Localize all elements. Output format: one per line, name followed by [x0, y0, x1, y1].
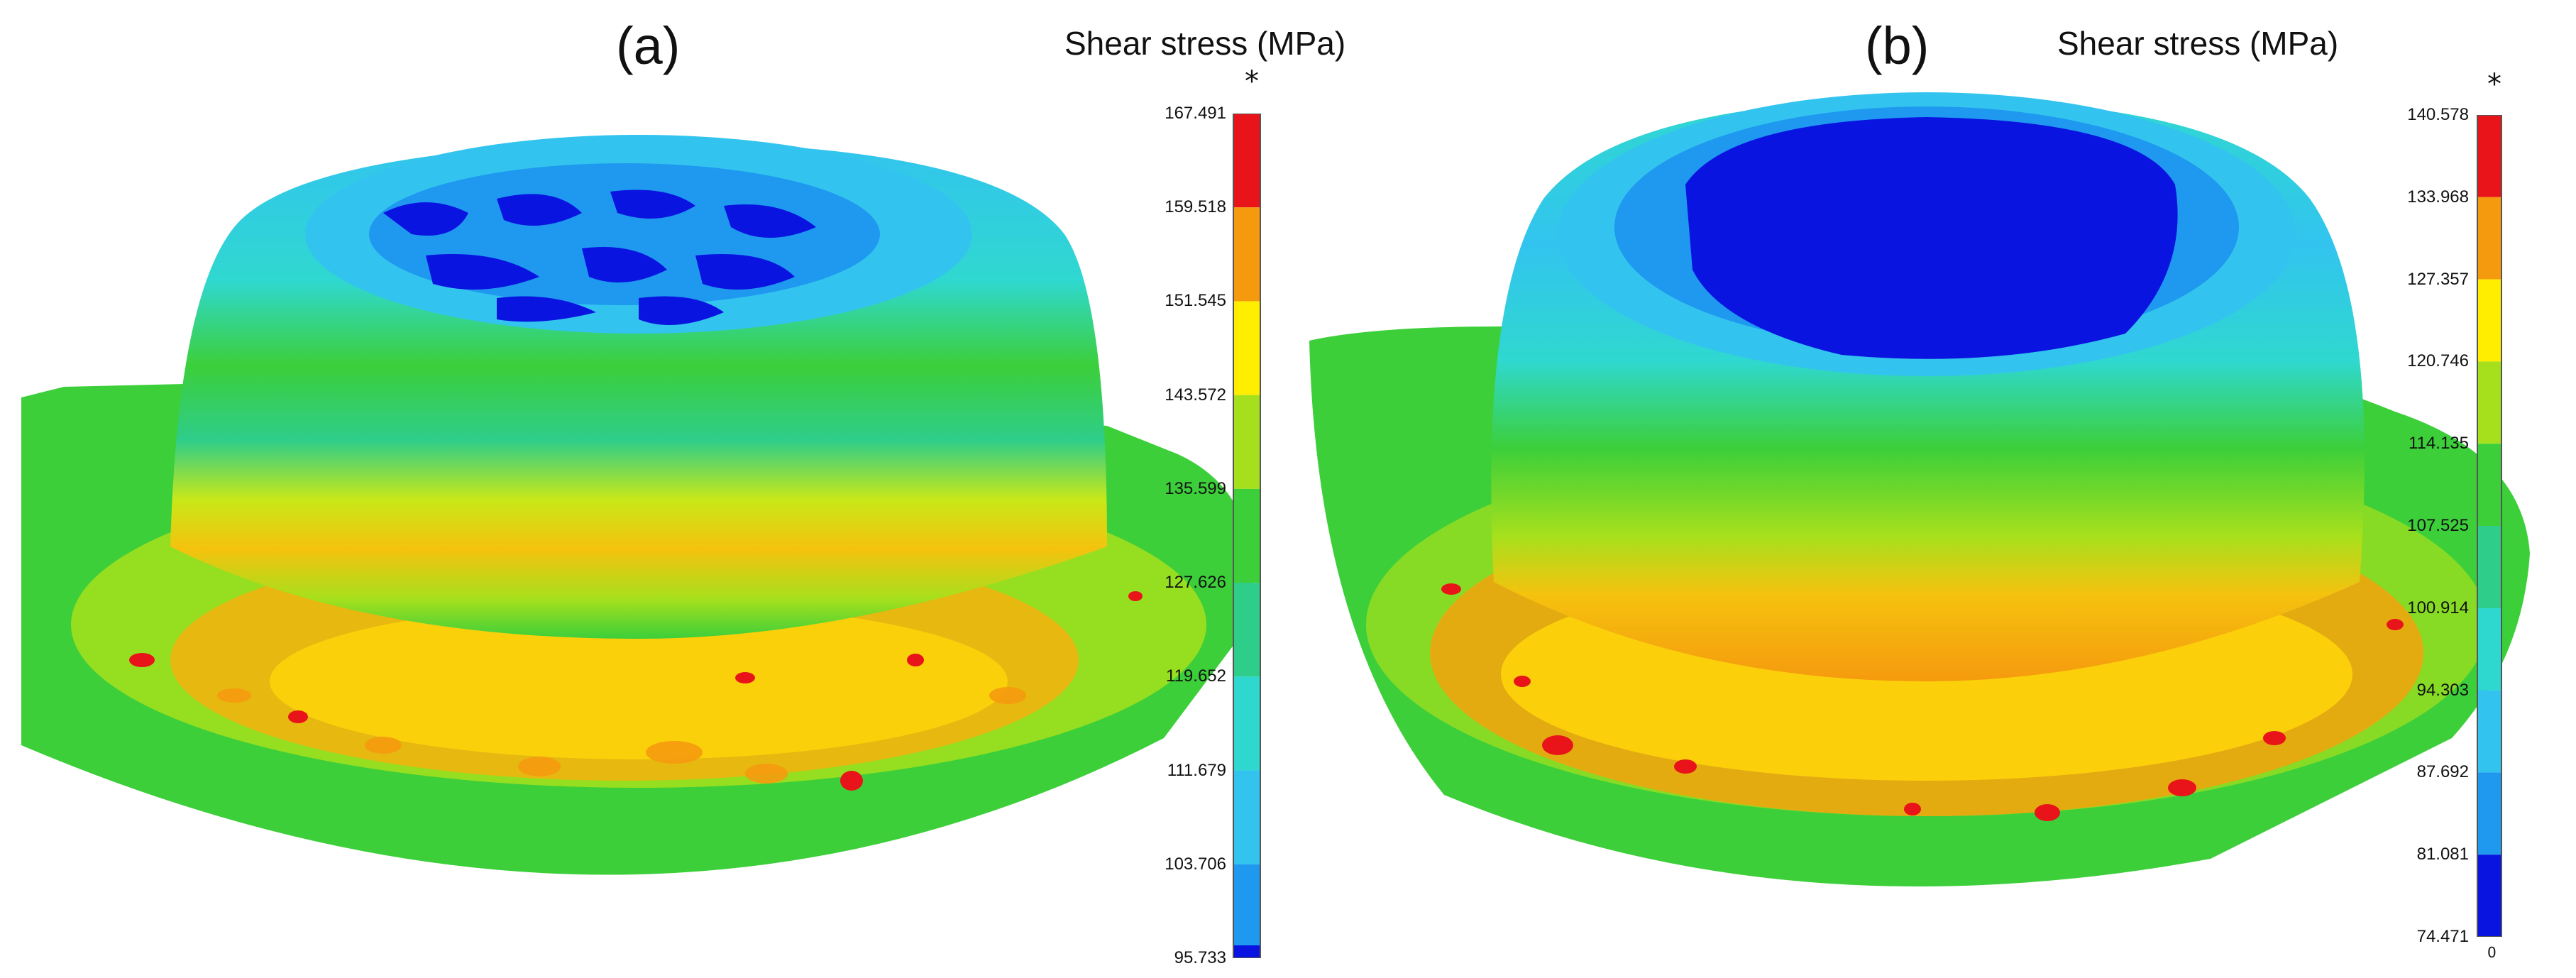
panel-b: (b) Shear stress (MPa) * 0 140.578 133.96… [1288, 0, 2576, 978]
colorbar-tick-label: 81.081 [2416, 845, 2469, 864]
colorbar-tick-label: 133.968 [2407, 187, 2469, 207]
colorbar-tick-label: 151.545 [1165, 291, 1226, 311]
colorbar-tick-label: 119.652 [1166, 666, 1226, 686]
colorbar-tick-label: 95.733 [1174, 948, 1226, 967]
colorbar-tick-label: 135.599 [1165, 478, 1226, 498]
colorbar-segment [1234, 770, 1260, 864]
panel-a: (a) Shear stress (MPa) * 167.491 159.518 1… [21, 16, 1345, 967]
colorbar-tick-label: 127.626 [1165, 573, 1226, 593]
panel-label: (b) [1865, 16, 1930, 75]
zero-marker: 0 [2487, 944, 2497, 961]
high-stress-spots-b [1441, 583, 2404, 821]
colorbar-segment [1234, 488, 1260, 583]
contour-render-b [1309, 92, 2530, 887]
colorbar-tick-label: 167.491 [1165, 104, 1226, 123]
colorbar-tick-label: 94.303 [2416, 680, 2469, 700]
colorbar-tick-label: 127.357 [2407, 269, 2469, 289]
panel-label: (a) [616, 16, 681, 75]
colorbar-segment [1234, 676, 1260, 771]
colorbar-segment [2478, 855, 2501, 937]
colorbar-frame [2477, 115, 2502, 937]
colorbar-a [1233, 114, 1261, 958]
dome-cap-b [1685, 117, 2178, 359]
colorbar-b [2477, 115, 2502, 937]
colorbar-segment [2478, 115, 2501, 197]
colorbar-segment [1234, 207, 1260, 302]
colorbar-segment [2478, 279, 2501, 362]
colorbar-segment [2478, 608, 2501, 691]
colorbar-tick-label: 103.706 [1165, 854, 1226, 874]
colorbar-segment [2478, 444, 2501, 526]
colorbar-segment [1234, 945, 1260, 958]
low-stress-patches-a [383, 189, 816, 325]
legend-title: Shear stress (MPa) [1064, 25, 1346, 62]
star-marker: * [1245, 65, 1259, 98]
colorbar-segment [1234, 301, 1260, 395]
colorbar-frame [1233, 114, 1261, 958]
colorbar-tick-label: 120.746 [2407, 351, 2469, 371]
high-stress-spots-a [129, 591, 1143, 791]
colorbar-tick-label: 111.679 [1167, 760, 1226, 780]
colorbar-tick-label: 159.518 [1165, 197, 1226, 217]
colorbar-segment [1234, 864, 1260, 958]
colorbar-tick-label: 114.135 [2409, 434, 2469, 454]
colorbar-tick-label: 140.578 [2407, 105, 2469, 124]
colorbar-segment [1234, 583, 1260, 677]
colorbar-segment [2478, 772, 2501, 855]
colorbar-segment [2478, 526, 2501, 608]
colorbar-segment [2478, 361, 2501, 444]
colorbar-segment [2478, 690, 2501, 773]
colorbar-tick-label: 74.471 [2416, 927, 2469, 946]
colorbar-segment [2478, 197, 2501, 280]
star-marker: * [2487, 68, 2501, 101]
colorbar-tick-label: 87.692 [2416, 762, 2469, 782]
colorbar-tick-label: 143.572 [1165, 385, 1226, 405]
colorbar-tick-label: 107.525 [2407, 516, 2469, 535]
colorbar-segment [1234, 114, 1260, 208]
legend-title: Shear stress (MPa) [2057, 25, 2339, 62]
colorbar-segment [1234, 395, 1260, 489]
colorbar-tick-label: 100.914 [2407, 598, 2469, 617]
contour-render-a [21, 135, 1253, 875]
